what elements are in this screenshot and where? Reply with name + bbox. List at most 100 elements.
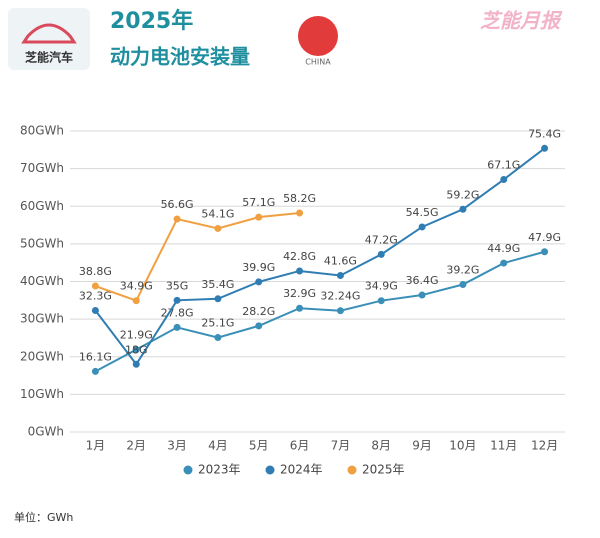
x-tick-label: 4月 <box>208 439 228 453</box>
data-point <box>541 248 549 256</box>
data-point <box>336 307 344 315</box>
x-tick-label: 6月 <box>290 439 310 453</box>
data-label: 27.8G <box>161 306 194 319</box>
legend-marker <box>265 465 275 475</box>
data-point <box>418 223 426 231</box>
x-tick-label: 10月 <box>449 439 476 453</box>
y-tick-label: 60GWh <box>20 199 64 213</box>
legend-label: 2025年 <box>362 463 405 477</box>
data-label: 34.9G <box>365 280 398 293</box>
data-point <box>91 282 99 290</box>
x-tick-label: 2月 <box>126 439 146 453</box>
data-point <box>132 360 140 368</box>
data-point <box>418 291 426 299</box>
y-tick-label: 80GWh <box>20 124 64 138</box>
data-label: 38.8G <box>79 265 112 278</box>
title: 2025年 <box>110 8 193 34</box>
data-label: 42.8G <box>283 250 316 263</box>
data-point <box>214 295 222 303</box>
data-point <box>336 271 344 279</box>
logo-icon <box>21 23 77 44</box>
data-point <box>541 144 549 152</box>
data-label: 57.1G <box>242 196 275 209</box>
data-label: 75.4G <box>528 127 561 140</box>
data-point <box>296 209 304 217</box>
data-point <box>377 250 385 258</box>
data-label: 21.9G <box>120 329 153 342</box>
data-label: 41.6G <box>324 254 357 267</box>
data-label: 18G <box>125 343 148 356</box>
data-label: 58.2G <box>283 192 316 205</box>
data-label: 47.9G <box>528 231 561 244</box>
y-tick-label: 40GWh <box>20 274 64 288</box>
data-label: 25.1G <box>201 317 234 330</box>
data-point <box>91 306 99 314</box>
legend-label: 2023年 <box>198 463 241 477</box>
data-point <box>500 176 508 184</box>
y-tick-label: 70GWh <box>20 161 64 175</box>
logo-box <box>8 8 90 70</box>
flag <box>298 16 338 56</box>
data-label: 16.1G <box>79 350 112 363</box>
data-label: 56.6G <box>161 198 194 211</box>
x-tick-label: 3月 <box>167 439 187 453</box>
brand: 芝能月报 <box>480 9 563 33</box>
data-point <box>377 297 385 305</box>
y-tick-label: 30GWh <box>20 312 64 326</box>
data-label: 54.5G <box>406 206 439 219</box>
data-label: 39.2G <box>446 264 479 277</box>
data-point <box>214 224 222 232</box>
data-label: 67.1G <box>487 159 520 172</box>
data-label: 32.9G <box>283 287 316 300</box>
data-point <box>132 297 140 305</box>
data-point <box>173 323 181 331</box>
data-point <box>459 281 467 289</box>
subtitle: 动力电池安装量 <box>110 45 250 69</box>
data-point <box>500 259 508 267</box>
x-tick-label: 12月 <box>531 439 558 453</box>
footnote: 单位：GWh <box>14 510 73 524</box>
data-label: 39.9G <box>242 261 275 274</box>
data-point <box>296 267 304 275</box>
data-point <box>296 304 304 312</box>
data-point <box>459 205 467 213</box>
data-label: 32.24G <box>320 290 360 303</box>
legend-marker <box>183 465 193 475</box>
legend-label: 2024年 <box>280 463 323 477</box>
series-line <box>95 212 300 302</box>
data-label: 28.2G <box>242 305 275 318</box>
data-label: 59.2G <box>446 188 479 201</box>
data-label: 54.1G <box>201 207 234 220</box>
x-tick-label: 8月 <box>371 439 391 453</box>
data-label: 34.9G <box>120 280 153 293</box>
data-point <box>173 296 181 304</box>
x-tick-label: 7月 <box>331 439 351 453</box>
y-tick-label: 20GWh <box>20 349 64 363</box>
flag-label: CHINA <box>305 58 331 67</box>
x-tick-label: 9月 <box>412 439 432 453</box>
data-label: 35.4G <box>201 278 234 291</box>
data-point <box>255 213 263 221</box>
legend-marker <box>347 465 357 475</box>
data-point <box>132 346 140 354</box>
data-point <box>214 334 222 342</box>
data-point <box>173 215 181 223</box>
data-label: 35G <box>166 279 189 292</box>
x-tick-label: 11月 <box>490 439 517 453</box>
data-label: 32.3G <box>79 289 112 302</box>
data-label: 36.4G <box>406 274 439 287</box>
x-tick-label: 5月 <box>249 439 269 453</box>
y-tick-label: 50GWh <box>20 236 64 250</box>
y-tick-label: 10GWh <box>20 387 64 401</box>
data-label: 47.2G <box>365 233 398 246</box>
y-tick-label: 0GWh <box>28 425 64 439</box>
data-point <box>91 367 99 375</box>
data-label: 44.9G <box>487 242 520 255</box>
data-point <box>255 278 263 286</box>
series-line <box>94 147 546 367</box>
data-point <box>255 322 263 330</box>
logo-text: 芝能汽车 <box>25 50 73 65</box>
x-tick-label: 1月 <box>86 439 106 453</box>
series-line <box>94 250 545 373</box>
